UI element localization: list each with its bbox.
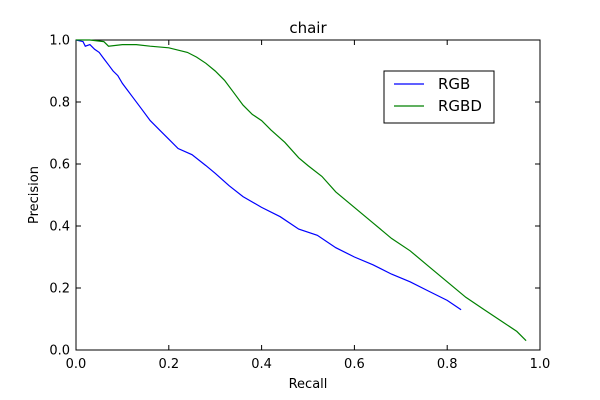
x-tick-label: 0.4 — [251, 357, 272, 372]
x-tick-label: 0.0 — [66, 357, 87, 372]
legend-label-rgbd: RGBD — [438, 97, 482, 115]
y-tick-label: 1.0 — [49, 34, 70, 49]
x-tick-label: 0.8 — [437, 357, 458, 372]
y-tick-label: 0.6 — [49, 158, 70, 173]
y-axis-label: Precision — [27, 166, 42, 224]
legend: RGB RGBD — [383, 70, 495, 124]
y-tick-label: 0.2 — [49, 282, 70, 297]
x-tick-label: 0.6 — [344, 357, 365, 372]
plot-area — [75, 39, 541, 351]
x-tick-label: 0.2 — [158, 357, 179, 372]
x-axis-label: Recall — [289, 377, 328, 392]
series-line-rgb — [75, 39, 462, 311]
y-tick-label: 0.4 — [49, 220, 70, 235]
axis-ticks: 0.0 0.2 0.4 0.6 0.8 1.0 0.0 0.2 0.4 0.6 0.8 1.0 — [49, 34, 550, 373]
x-tick-label: 1.0 — [530, 357, 551, 372]
series-line-rgbd — [76, 39, 527, 342]
legend-label-rgb: RGB — [438, 75, 470, 93]
y-tick-label: 0.8 — [49, 96, 70, 111]
y-tick-label: 0.0 — [49, 344, 70, 359]
legend-box — [383, 70, 495, 124]
series-lines — [75, 39, 527, 342]
chart-title: chair — [289, 19, 327, 37]
